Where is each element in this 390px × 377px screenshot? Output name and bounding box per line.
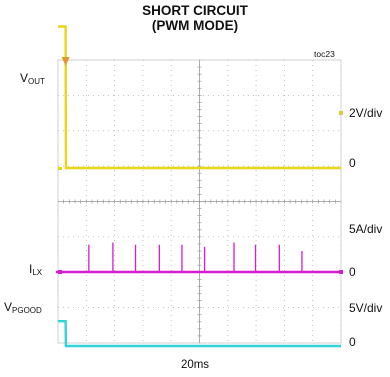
figure-id: toc23 (314, 49, 335, 59)
chart-title: SHORT CIRCUIT (142, 3, 248, 18)
vout-scale-marker (339, 111, 343, 115)
ilx-ground-marker (58, 270, 62, 274)
trigger-marker (61, 57, 70, 66)
ilx-scale-label: 5A/div (349, 222, 383, 236)
plot-frame (57, 59, 342, 344)
vout-trace (58, 25, 341, 170)
ilx-scale-marker (339, 270, 343, 274)
vpgood-label: VPGOOD (4, 300, 42, 315)
vout-scale-label: 2V/div (349, 106, 383, 120)
ilx-zero-label: 0 (349, 265, 356, 279)
vout-ground-marker (58, 167, 62, 170)
timebase-label: 20ms (180, 359, 210, 371)
vpgood-scale-label: 5V/div (349, 301, 383, 315)
chart-subtitle: (PWM MODE) (151, 18, 239, 33)
vpgood-zero-label: 0 (349, 335, 356, 349)
vout-label: VOUT (20, 71, 45, 86)
ilx-label: ILX (29, 262, 43, 277)
vpgood-trace (58, 320, 341, 348)
vout-zero-label: 0 (349, 156, 356, 170)
